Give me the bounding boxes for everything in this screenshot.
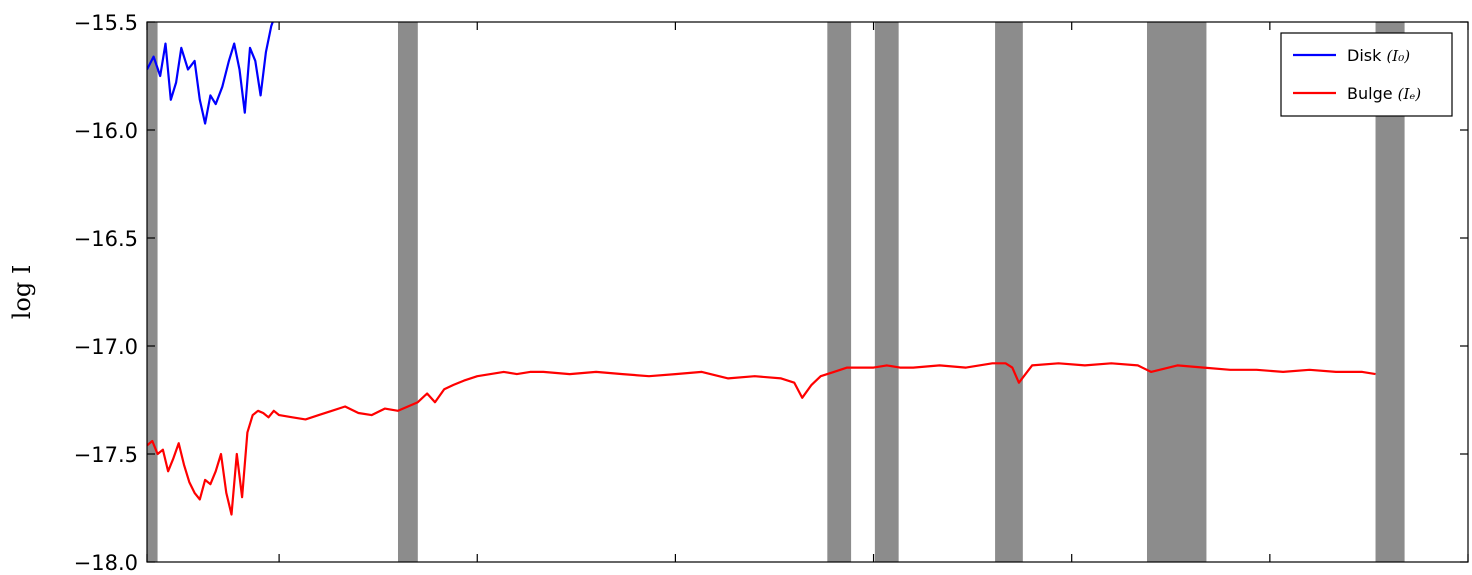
masked-band-5	[1146, 22, 1207, 562]
y-tick-label: −16.5	[74, 227, 138, 251]
y-tick-label: −17.0	[74, 335, 138, 359]
legend-label-bulge: Bulge (Iₑ)	[1347, 84, 1421, 103]
masked-regions	[147, 22, 1405, 562]
series-layer	[147, 22, 1376, 516]
legend: Disk (I₀) Bulge (Iₑ)	[1280, 32, 1453, 117]
masked-band-3	[874, 22, 899, 562]
y-axis: −18.0 −17.5 −17.0 −16.5 −16.0 −15.5	[74, 11, 1468, 575]
masked-band-2	[827, 22, 852, 562]
legend-box	[1280, 32, 1453, 117]
y-tick-label: −15.5	[74, 11, 138, 35]
series-line-bulge	[147, 362, 1376, 516]
masked-band-4	[995, 22, 1023, 562]
y-tick-label: −16.0	[74, 119, 138, 143]
y-axis-label-text: log I	[8, 265, 36, 320]
y-tick-label: −18.0	[74, 551, 138, 575]
y-axis-label: log I	[8, 265, 36, 320]
series-line-disk	[147, 22, 274, 125]
masked-band-0	[147, 22, 158, 562]
y-tick-label: −17.5	[74, 443, 138, 467]
legend-label-disk: Disk (I₀)	[1347, 46, 1410, 65]
plot-frame	[146, 21, 1469, 563]
x-axis	[146, 22, 1469, 562]
masked-band-1	[397, 22, 418, 562]
